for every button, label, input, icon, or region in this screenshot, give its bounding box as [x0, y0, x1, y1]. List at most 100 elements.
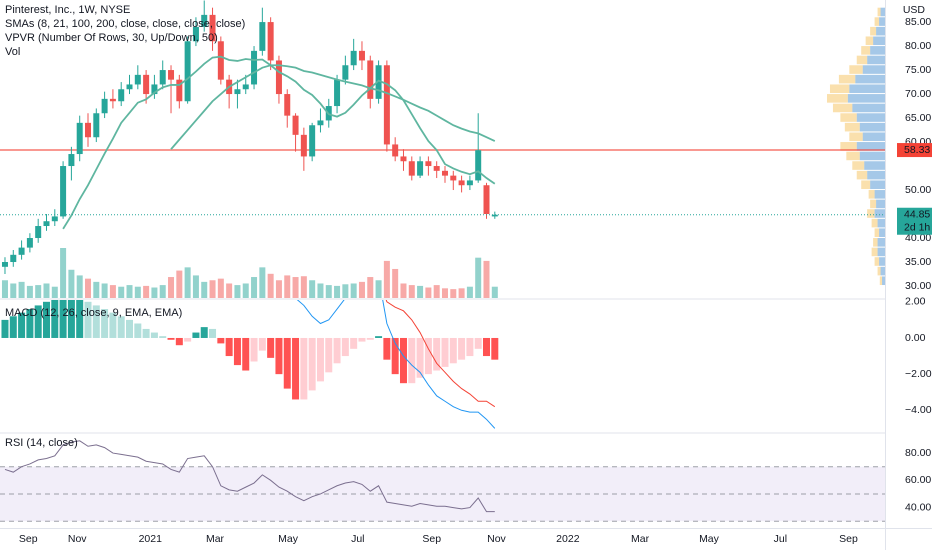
vpvr-up — [864, 161, 885, 170]
macd-histogram-bar — [366, 337, 374, 340]
sma-line — [170, 64, 496, 150]
indicator-legend: SMAs (8, 21, 100, 200, close, close, clo… — [5, 18, 245, 30]
vpvr-up — [870, 46, 885, 55]
volume-bar — [325, 285, 332, 298]
macd-histogram-bar — [441, 337, 449, 367]
vpvr-up — [867, 170, 885, 180]
volume-bar — [483, 260, 490, 298]
volume-bar — [168, 277, 175, 298]
volume-bar — [408, 285, 415, 298]
candle-body — [35, 226, 42, 239]
candle-body — [192, 26, 199, 42]
macd-histogram-bar — [250, 337, 258, 362]
macd-histogram-bar — [192, 332, 200, 338]
candle-body — [93, 113, 100, 138]
y-tick-label: 40.00 — [905, 501, 931, 513]
candle-body — [76, 122, 83, 155]
macd-pane — [1, 300, 499, 400]
vpvr-down — [877, 266, 881, 276]
vpvr-down — [870, 199, 877, 209]
volume-bar — [201, 281, 208, 298]
macd-histogram-bar — [283, 337, 291, 389]
candle-body — [309, 125, 316, 157]
vpvr-down — [840, 142, 857, 151]
candle-body — [408, 161, 415, 176]
volume-bar — [134, 286, 141, 298]
macd-histogram-bar — [167, 337, 175, 340]
vpvr-down — [870, 26, 877, 36]
macd-histogram-bar — [333, 337, 341, 364]
y-tick-label: 70.00 — [905, 88, 931, 100]
volume-bar — [159, 285, 166, 298]
vpvr-up — [879, 228, 885, 238]
volume-bar — [68, 269, 75, 298]
volume-bar — [342, 284, 349, 298]
volume-bar — [300, 276, 307, 298]
volume-bar — [251, 277, 258, 298]
candle-body — [317, 120, 324, 126]
vpvr-down — [846, 151, 860, 161]
volume-bar — [433, 285, 440, 298]
candle-body — [184, 41, 191, 102]
x-tick-label: Nov — [68, 533, 87, 545]
volume-bar — [275, 280, 282, 298]
vpvr-down — [871, 218, 878, 228]
price-label-box — [897, 143, 932, 158]
y-tick-label: 85.00 — [905, 16, 931, 28]
volume-bar — [101, 283, 108, 298]
y-tick-label: 60.00 — [905, 474, 931, 486]
x-tick-label: Jul — [351, 533, 364, 545]
volume-bar — [10, 283, 17, 298]
indicator-legend: Vol — [5, 46, 20, 58]
macd-histogram-bar — [300, 337, 308, 400]
vpvr-up — [873, 36, 885, 46]
macd-histogram-bar — [474, 337, 482, 349]
vpvr-up — [877, 218, 885, 228]
macd-histogram-bar — [416, 337, 424, 378]
macd-histogram-bar — [258, 337, 266, 351]
candle-body — [300, 134, 307, 157]
macd-histogram-bar — [159, 336, 167, 338]
macd-histogram-bar — [84, 301, 92, 338]
indicator-legend: MACD (12, 26, close, 9, EMA, EMA) — [5, 307, 182, 319]
volume-bar — [383, 260, 390, 298]
y-tick-label: 80.00 — [905, 447, 931, 459]
volume-bar — [176, 270, 183, 298]
macd-histogram-bar — [242, 337, 250, 371]
vpvr-down — [874, 257, 880, 266]
macd-histogram-bar — [325, 337, 333, 373]
candle-body — [26, 238, 33, 248]
vpvr-down — [879, 276, 883, 286]
volume-bar — [26, 285, 33, 298]
price-pane — [0, 0, 885, 298]
vpvr-down — [849, 65, 863, 74]
vpvr-up — [876, 26, 885, 36]
price-label: 58.33 — [904, 144, 930, 156]
vpvr-up — [859, 151, 885, 161]
x-tick-label: 2022 — [556, 533, 580, 545]
volume-bar — [284, 275, 291, 298]
macd-histogram-bar — [491, 337, 499, 360]
x-tick-label: Sep — [422, 533, 441, 545]
volume-bar — [450, 289, 457, 298]
y-tick-label: 35.00 — [905, 256, 931, 268]
volume-bar — [118, 286, 125, 298]
volume-bar — [76, 275, 83, 298]
macd-histogram-bar — [134, 323, 142, 338]
candle-body — [350, 50, 357, 66]
volume-bar — [35, 285, 42, 298]
candle-body — [400, 156, 407, 162]
candle-body — [242, 84, 249, 90]
volume-bar — [18, 281, 25, 298]
volume-bar — [267, 273, 274, 298]
vpvr-up — [867, 55, 885, 65]
candle-body — [159, 70, 166, 85]
volume-bar — [1, 280, 8, 298]
candle-body — [43, 221, 50, 227]
macd-histogram-bar — [383, 337, 391, 360]
volume-bar — [226, 283, 233, 298]
vpvr-up — [856, 113, 885, 122]
vpvr-down — [856, 55, 868, 65]
candle-body — [209, 14, 216, 42]
vpvr-down — [867, 209, 875, 218]
